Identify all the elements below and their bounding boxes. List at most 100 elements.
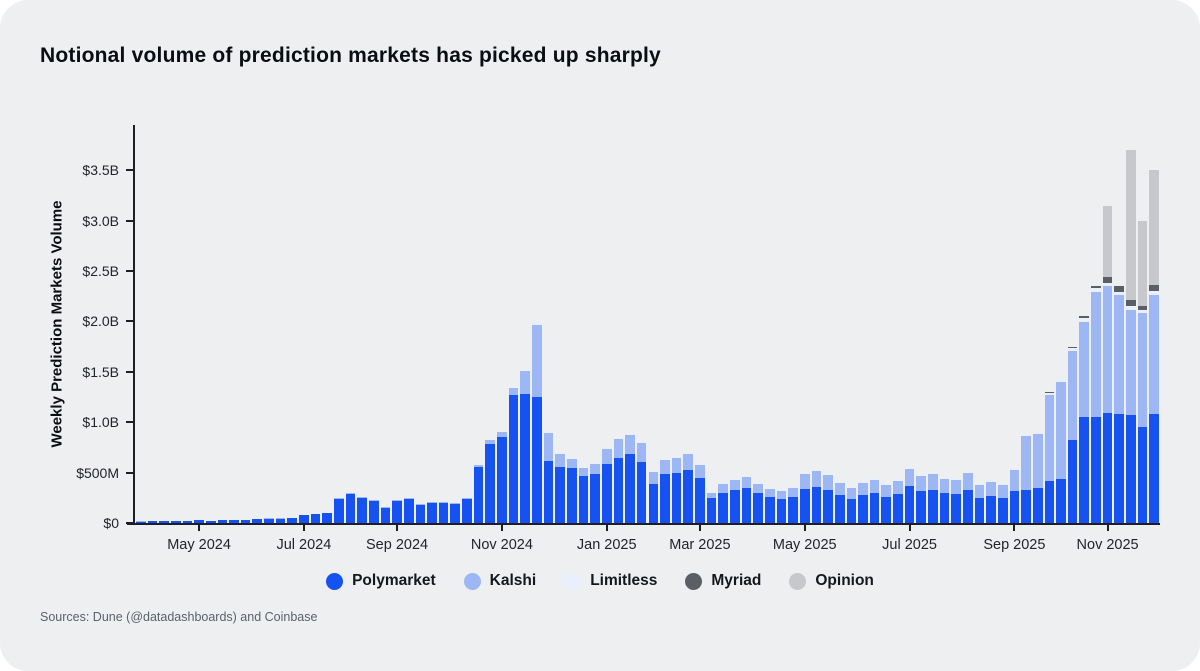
bar-segment-myriad: [1021, 433, 1031, 435]
bar-segment-polymarket: [893, 494, 903, 523]
bar-segment-kalshi: [893, 481, 903, 495]
bar-week-2024-08-19: [380, 506, 391, 523]
bar-segment-limitless: [904, 467, 915, 469]
bar-segment-polymarket: [194, 520, 204, 523]
bar-segment-polymarket: [159, 521, 169, 523]
bar-week-2025-07-28: [951, 478, 961, 523]
bar-segment-kalshi: [1079, 322, 1090, 417]
bar-segment-kalshi: [1126, 309, 1136, 415]
bar-segment-kalshi: [1009, 469, 1020, 491]
x-tick-label: Nov 2025: [1076, 537, 1139, 553]
bar-segment-kalshi: [322, 512, 332, 514]
x-tick-label: May 2024: [167, 537, 231, 553]
bar-segment-kalshi: [1067, 351, 1078, 441]
x-tick-label: Jan 2025: [576, 537, 637, 553]
bar-segment-kalshi: [368, 500, 379, 502]
y-tick-label: $3.0B: [82, 212, 119, 229]
bar-week-2024-04-08: [159, 521, 169, 523]
bar-segment-kalshi: [730, 479, 740, 490]
bar-segment-kalshi: [438, 501, 449, 503]
bar-segment-polymarket: [310, 514, 321, 523]
bar-segment-kalshi: [636, 443, 647, 462]
bar-segment-limitless: [788, 487, 798, 489]
bar-segment-polymarket: [1137, 427, 1148, 523]
bar-segment-kalshi: [1091, 292, 1101, 418]
bar-segment-limitless: [1032, 432, 1043, 435]
bar-segment-kalshi: [974, 484, 985, 498]
bar-week-2025-08-04: [962, 471, 973, 523]
bar-week-2025-11-03: [1114, 286, 1125, 523]
y-tick-mark: [126, 471, 133, 474]
bar-segment-polymarket: [322, 513, 332, 523]
x-tick-label: Sep 2025: [983, 537, 1046, 553]
bar-segment-kalshi: [741, 476, 752, 488]
bar-segment-polymarket: [415, 504, 426, 523]
bar-week-2025-02-24: [695, 463, 705, 523]
bar-segment-kalshi: [520, 370, 531, 395]
bar-segment-limitless: [893, 479, 903, 482]
bar-segment-kalshi: [648, 472, 659, 484]
y-tick-mark: [126, 421, 133, 424]
bar-week-2025-06-30: [904, 467, 915, 523]
y-tick-mark: [126, 370, 133, 373]
bar-week-2025-08-18: [986, 480, 996, 523]
bar-segment-kalshi: [403, 498, 414, 500]
bar-segment-polymarket: [858, 495, 868, 523]
bar-segment-kalshi: [345, 492, 356, 494]
bar-segment-kalshi: [858, 482, 868, 496]
bar-segment-limitless: [1056, 379, 1066, 383]
bar-week-2025-10-20: [1091, 286, 1101, 523]
legend-item-opinion: Opinion: [789, 572, 874, 590]
x-tick-label: Jul 2024: [276, 537, 332, 553]
bar-week-2025-06-16: [881, 483, 892, 523]
bar-week-2024-10-21: [485, 440, 496, 523]
bar-segment-kalshi: [869, 479, 880, 493]
x-tick-label: Jul 2025: [882, 537, 937, 553]
bar-segment-limitless: [1126, 306, 1136, 310]
bar-segment-limitless: [986, 480, 996, 482]
y-tick-mark: [126, 270, 133, 273]
bar-segment-polymarket: [240, 520, 251, 523]
bar-week-2025-08-25: [997, 483, 1008, 523]
legend-item-myriad: Myriad: [685, 572, 761, 590]
bar-segment-polymarket: [508, 394, 519, 523]
bar-segment-kalshi: [334, 497, 344, 499]
bar-segment-polymarket: [1091, 417, 1101, 523]
bar-week-2025-09-01: [1009, 468, 1020, 523]
bar-segment-polymarket: [869, 492, 880, 523]
legend-label: Polymarket: [352, 572, 436, 589]
bar-segment-kalshi: [788, 488, 798, 498]
x-tick-label: Nov 2024: [470, 537, 533, 553]
bar-segment-limitless: [1137, 309, 1148, 314]
bar-segment-polymarket: [997, 498, 1008, 523]
bar-week-2025-09-22: [1044, 392, 1055, 523]
bar-segment-kalshi: [823, 475, 833, 490]
bar-week-2024-12-16: [578, 466, 589, 523]
bar-week-2024-08-05: [357, 497, 367, 523]
bar-segment-polymarket: [951, 494, 961, 523]
legend-dot-icon: [685, 572, 703, 590]
bar-week-2025-04-07: [764, 488, 775, 523]
x-axis-line: [127, 523, 1160, 525]
bar-segment-kalshi: [1102, 286, 1113, 414]
bar-segment-kalshi: [392, 500, 402, 502]
bar-segment-polymarket: [660, 473, 670, 523]
bar-week-2024-11-25: [543, 431, 554, 523]
bar-segment-kalshi: [601, 449, 612, 464]
y-tick-label: $500M: [76, 464, 119, 481]
x-tick-mark: [698, 525, 701, 531]
bar-week-2024-06-24: [287, 517, 298, 523]
bar-week-2025-03-31: [753, 482, 763, 523]
bar-segment-kalshi: [718, 484, 729, 493]
bar-week-2024-12-09: [566, 457, 577, 523]
bar-segment-kalshi: [776, 490, 787, 499]
bar-week-2024-12-23: [590, 462, 600, 523]
bar-segment-polymarket: [1032, 488, 1043, 523]
bar-week-2024-10-07: [462, 497, 472, 523]
bar-segment-polymarket: [706, 498, 717, 523]
bar-segment-limitless: [532, 322, 542, 326]
x-tick-mark: [1013, 525, 1016, 531]
bar-segment-kalshi: [660, 459, 670, 474]
bar-segment-limitless: [648, 470, 659, 473]
bar-segment-kalshi: [578, 468, 589, 477]
